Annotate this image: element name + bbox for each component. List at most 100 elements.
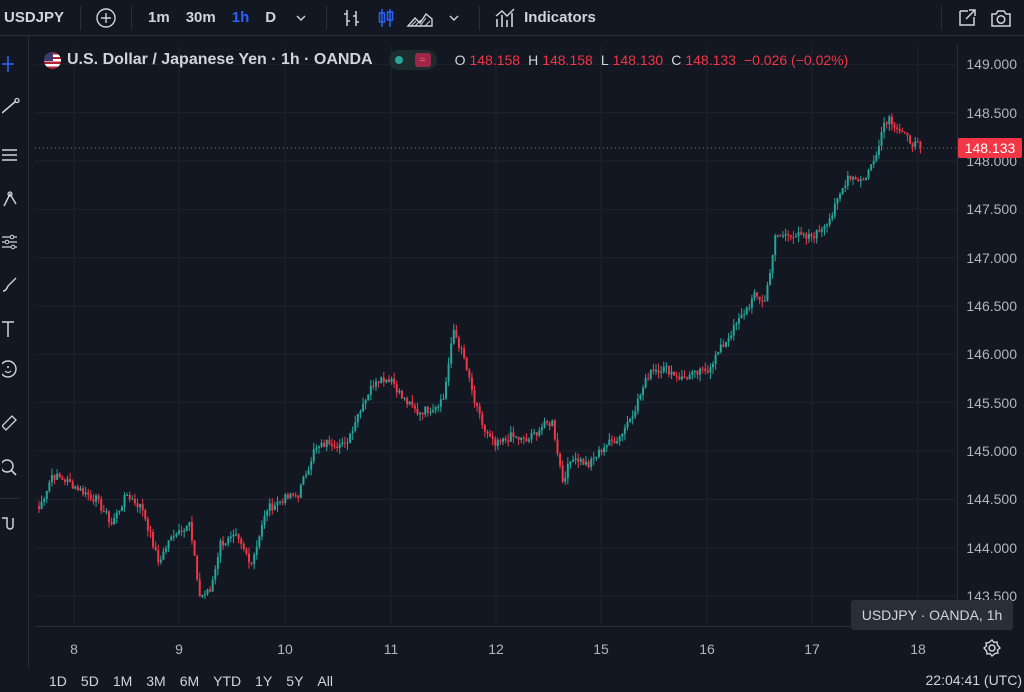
ohlc-values: O 148.158 H 148.158 L 148.130 C 148.133 −0.0… — [455, 52, 853, 68]
candle — [222, 536, 225, 550]
candle — [885, 121, 888, 129]
area-chart-icon — [406, 12, 433, 27]
candle — [631, 410, 634, 425]
measure-tool[interactable] — [0, 410, 24, 434]
candle — [74, 485, 77, 490]
symbol-search[interactable]: USDJPY — [4, 9, 65, 26]
candle — [268, 498, 271, 517]
timeframe-30m[interactable]: 30m — [185, 9, 216, 26]
candle — [852, 176, 855, 186]
ruler-icon — [2, 415, 17, 431]
range-1y[interactable]: 1Y — [255, 673, 273, 689]
area-chart-type-button[interactable] — [403, 0, 437, 35]
candle — [408, 401, 411, 406]
timeframe-dropdown[interactable] — [284, 0, 318, 35]
chart-pane[interactable] — [35, 45, 956, 625]
candle — [771, 254, 774, 279]
fullscreen-button[interactable] — [950, 0, 984, 35]
candle — [719, 338, 722, 354]
camera-icon — [991, 9, 1011, 27]
candle — [71, 479, 74, 490]
candle — [434, 405, 437, 414]
candle — [305, 470, 308, 479]
candle — [328, 435, 331, 446]
brush-tool[interactable] — [0, 272, 24, 296]
candle — [247, 547, 250, 569]
price-tick-label: 146.000 — [966, 346, 1017, 363]
candle — [100, 496, 103, 514]
candle — [172, 529, 175, 541]
candle — [69, 472, 72, 483]
screenshot-button[interactable] — [984, 0, 1018, 35]
candle — [128, 491, 131, 503]
timeframe-1h[interactable]: 1h — [231, 9, 250, 26]
time-axis[interactable]: 8 9 10 11 12 15 16 17 18 — [35, 626, 956, 667]
range-1d[interactable]: 1D — [49, 673, 67, 689]
range-5y[interactable]: 5Y — [286, 673, 304, 689]
timeframe-d[interactable]: D — [265, 9, 277, 26]
candle — [102, 504, 105, 513]
candle — [494, 436, 497, 452]
candle — [470, 372, 473, 396]
range-1m[interactable]: 1M — [112, 673, 133, 689]
chart-type-dropdown[interactable] — [437, 0, 471, 35]
symbol-title[interactable]: U.S. Dollar / Japanese Yen · 1h · OANDA — [67, 51, 373, 68]
pattern-tool[interactable] — [0, 188, 24, 212]
candle — [818, 224, 821, 233]
candle — [362, 397, 365, 412]
text-tool[interactable] — [0, 317, 24, 341]
candle — [875, 151, 878, 163]
candle — [766, 281, 769, 302]
utc-clock[interactable]: 22:04:41 (UTC) — [925, 672, 1022, 688]
candle — [670, 365, 673, 380]
crosshair-tool[interactable] — [0, 52, 24, 76]
candle — [190, 516, 193, 545]
range-ytd[interactable]: YTD — [213, 673, 242, 689]
candle — [559, 452, 562, 469]
candle — [647, 373, 650, 382]
candlestick-chart[interactable] — [35, 45, 956, 625]
range-6m[interactable]: 6M — [179, 673, 200, 689]
candle — [618, 434, 621, 446]
range-3m[interactable]: 3M — [146, 673, 166, 689]
candle — [699, 367, 702, 382]
trendline-tool[interactable] — [0, 95, 24, 119]
indicators-button[interactable]: Indicators — [488, 0, 602, 35]
icons-tool[interactable] — [0, 357, 24, 381]
candle — [769, 268, 772, 286]
candle — [807, 229, 810, 244]
magnet-tool[interactable] — [0, 512, 24, 536]
candle — [717, 351, 720, 356]
candle — [564, 471, 567, 485]
candle — [271, 498, 274, 515]
candle — [561, 460, 564, 484]
market-status-pill[interactable]: ≈ — [388, 50, 437, 70]
candle — [662, 361, 665, 374]
range-5d[interactable]: 5D — [80, 673, 99, 689]
compare-symbol-button[interactable] — [89, 0, 123, 35]
bar-chart-type-button[interactable] — [335, 0, 369, 35]
zoom-tool[interactable] — [0, 456, 24, 480]
candle — [193, 540, 196, 556]
candle — [507, 433, 510, 447]
timeframe-1m[interactable]: 1m — [148, 9, 170, 26]
candle — [551, 419, 554, 427]
gear-icon[interactable] — [980, 636, 1004, 660]
prediction-tool[interactable] — [0, 230, 24, 254]
range-all[interactable]: All — [317, 673, 333, 689]
low-value: 148.130 — [612, 52, 664, 68]
candle — [177, 523, 180, 536]
candle — [180, 525, 183, 537]
candle — [486, 429, 489, 439]
candle — [678, 372, 681, 381]
candle — [644, 374, 647, 389]
candle-chart-type-button[interactable] — [369, 0, 403, 35]
price-tick-label: 145.000 — [966, 443, 1017, 459]
candle — [859, 175, 862, 188]
candle — [224, 543, 227, 547]
candle — [123, 492, 126, 512]
candle — [584, 455, 587, 467]
fib-tool[interactable] — [0, 144, 24, 168]
price-axis[interactable]: 149.000 148.500 148.000 147.500 147.000 146.5… — [957, 45, 1024, 625]
divider — [941, 5, 942, 30]
